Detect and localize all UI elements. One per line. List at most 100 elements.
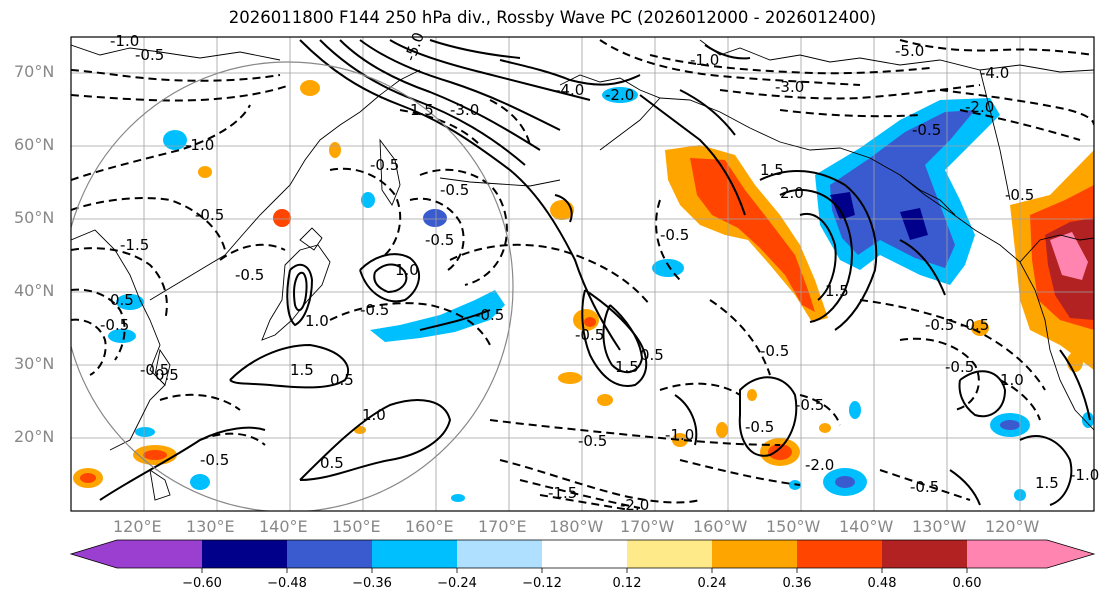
contour-label: 0.5 [155,366,179,384]
contour-label: -3.0 [775,78,804,96]
lat-label: 70°N [14,62,55,81]
graticule [71,37,1094,511]
colorbar-tick-label: −0.12 [522,576,562,591]
contour-label: -0.5 [578,432,607,450]
colorbar-swatch [882,540,967,568]
lat-label: 40°N [14,281,55,300]
lat-label: 50°N [14,208,55,227]
contour-label: -1.5 [120,236,149,254]
contour-label: -0.5 [235,266,264,284]
contour-label: -1.0 [690,51,719,69]
contour-label: -0.5 [440,181,469,199]
lon-label: 140°W [839,517,894,536]
contour-label: -2.0 [620,496,649,514]
colorbar-swatch [967,540,1047,568]
dashed-contours [71,39,1094,511]
contour-label: -1.0 [185,136,214,154]
contour-label: -0.5 [425,231,454,249]
contour-label: 0.5 [640,346,664,364]
contour-label: -4.0 [555,81,584,99]
contour-label: -2.0 [805,456,834,474]
contour-label: -2.0 [965,98,994,116]
colorbar-swatch [627,540,712,568]
contour-label: 0.5 [330,371,354,389]
contour-label: 1.5 [825,282,849,300]
colorbar-tick-label: 0.60 [952,576,982,591]
colorbar-tick-label: −0.24 [437,576,477,591]
colorbar-swatch [202,540,287,568]
colorbar-tick-label: 0.48 [867,576,897,591]
contour-label: -5.0 [895,42,924,60]
lon-label: 170°W [620,517,675,536]
contour-label: -0.5 [575,326,604,344]
colorbar-swatch [457,540,542,568]
colorbar-swatch [117,540,202,568]
contour-label: -0.5 [760,342,789,360]
contour-label: 1.5 [410,101,434,119]
solid-contours [99,39,1091,506]
contour-label: -0.5 [475,306,504,324]
contour-label: -0.5 [370,156,399,174]
colorbar-tick-label: −0.48 [267,576,307,591]
contour-label: -0.5 [660,226,689,244]
lon-label: 140°E [259,517,308,536]
contour-label: 2.0 [780,184,804,202]
colorbar [69,539,1096,573]
colorbar-swatch [712,540,797,568]
contour-label: -0.5 [140,361,169,379]
contour-label: -5.0 [401,30,428,64]
contour-label: 0.5 [320,454,344,472]
colorbar-high-extension [1047,540,1094,568]
lon-label: 180°W [549,517,604,536]
contour-label: 1.5 [615,358,639,376]
contour-label: -0.5 [960,316,989,334]
colorbar-tick-label: 0.24 [697,576,727,591]
lon-label: 120°E [113,517,162,536]
lon-label: 150°W [766,517,821,536]
contour-label: -1.5 [548,484,577,502]
colorbar-low-extension [71,540,117,568]
colorbar-tick-label: −0.36 [352,576,392,591]
contour-label: -0.5 [195,206,224,224]
plot-frame [70,36,1095,512]
contour-label: 1.0 [1000,371,1024,389]
contour-label: -0.5 [910,478,939,496]
colorbar-swatch [542,540,627,568]
contour-label: -0.5 [135,46,164,64]
lon-label: 130°W [912,517,967,536]
contour-label: -1.0 [1070,466,1099,484]
divergence-shading [73,80,1094,502]
contour-label: 0.5 [110,291,134,309]
contour-label: -0.5 [925,316,954,334]
contour-label: 1.5 [290,361,314,379]
contour-label: -0.5 [912,121,941,139]
contour-label: -4.0 [980,64,1009,82]
contour-label: 1.0 [395,261,419,279]
map-title: 2026011800 F144 250 hPa div., Rossby Wav… [228,8,877,27]
contour-label: -0.5 [945,358,974,376]
colorbar-tick-label: 0.36 [782,576,812,591]
lat-label: 60°N [14,135,55,154]
colorbar-swatch [372,540,457,568]
lon-label: 150°E [332,517,381,536]
contour-label: -0.5 [1005,186,1034,204]
contour-label: -3.0 [450,101,479,119]
colorbar-swatch [287,540,372,568]
coastlines [71,39,1094,501]
lat-label: 30°N [14,354,55,373]
contour-label: -0.5 [795,396,824,414]
lon-label: 160°W [693,517,748,536]
contour-label: -0.5 [360,301,389,319]
contour-label: 1.0 [362,406,386,424]
contour-label: 1.5 [760,161,784,179]
lon-label: 170°E [478,517,527,536]
contour-label: -0.5 [200,451,229,469]
lon-label: 160°E [405,517,454,536]
lon-label: 130°E [186,517,235,536]
contour-label: 1.5 [1035,474,1059,492]
contour-label: -0.5 [100,316,129,334]
lon-label: 120°W [985,517,1040,536]
contour-labels: -1.0 -0.5 -5.0 1.5 -3.0 -4.0 -2.0 -1.0 -… [100,30,1099,514]
contour-label: -1.0 [665,426,694,444]
